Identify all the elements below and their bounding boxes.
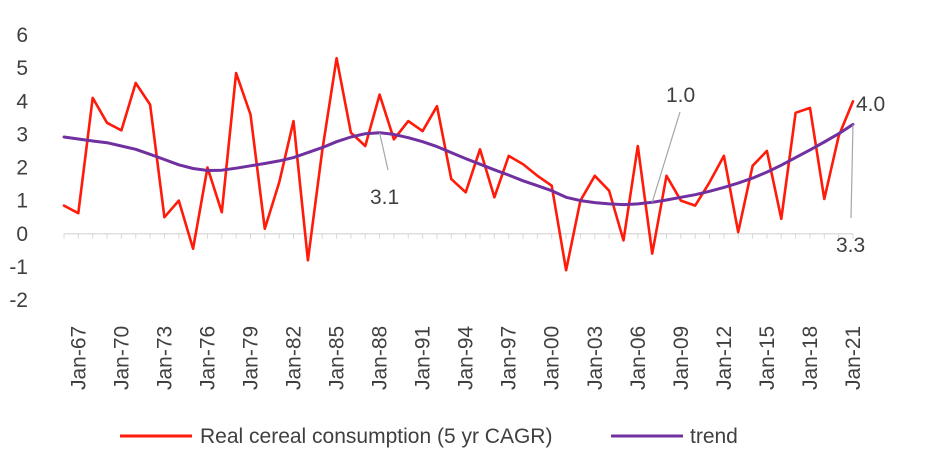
x-tick-label: Jan-79 — [239, 326, 262, 390]
x-tick-label: Jan-67 — [67, 326, 90, 390]
y-tick-label: 5 — [16, 57, 28, 80]
y-tick-label: 3 — [16, 123, 28, 146]
x-tick-label: Jan-94 — [455, 325, 478, 390]
series-line-cereal-consumption — [62, 56, 855, 272]
y-tick-label: 0 — [16, 223, 28, 246]
x-tick-label: Jan-21 — [842, 326, 865, 390]
y-tick-label: -2 — [9, 289, 28, 312]
x-tick-label: Jan-76 — [196, 326, 219, 390]
y-tick-label: 4 — [16, 90, 28, 113]
data-label: 3.3 — [836, 234, 865, 257]
y-tick-label: -1 — [9, 256, 28, 279]
series-layer — [62, 56, 855, 272]
legend-label: trend — [690, 425, 738, 448]
y-tick-label: 6 — [16, 24, 28, 47]
y-tick-label: 2 — [16, 157, 28, 180]
x-tick-label: Jan-82 — [283, 326, 306, 390]
annotation-leader-line — [379, 132, 389, 171]
x-tick-label: Jan-73 — [153, 326, 176, 390]
data-label: 3.1 — [370, 186, 399, 209]
x-tick-label: Jan-88 — [369, 326, 392, 390]
x-tick-label: Jan-06 — [627, 326, 650, 390]
legend-label: Real cereal consumption (5 yr CAGR) — [200, 425, 552, 448]
data-label: 1.0 — [666, 84, 695, 107]
x-tick-label: Jan-91 — [412, 326, 435, 390]
x-tick-label: Jan-97 — [498, 326, 521, 390]
legend: Real cereal consumption (5 yr CAGR) trend — [120, 425, 738, 448]
x-tick-label: Jan-12 — [713, 326, 736, 390]
x-tick-label: Jan-85 — [326, 326, 349, 390]
x-tick-label: Jan-70 — [110, 326, 133, 390]
y-tick-label: 1 — [16, 190, 28, 213]
axis-layer: -2 -1 0 1 2 3 4 5 6 Jan-67 Jan-70 Jan-73 Jan-76 Jan-7… — [9, 24, 865, 390]
data-label: 4.0 — [856, 93, 885, 116]
x-tick-label: Jan-15 — [756, 326, 779, 390]
annotation-leader-line — [850, 124, 854, 219]
annotation-leader-line — [651, 111, 681, 203]
annotation-layer: 3.1 1.0 4.0 3.3 — [370, 84, 885, 257]
x-tick-label: Jan-03 — [584, 326, 607, 390]
x-tick-label: Jan-09 — [670, 326, 693, 390]
x-tick-label: Jan-00 — [541, 326, 564, 390]
series-line-trend — [62, 122, 855, 207]
x-tick-label: Jan-18 — [799, 326, 822, 390]
